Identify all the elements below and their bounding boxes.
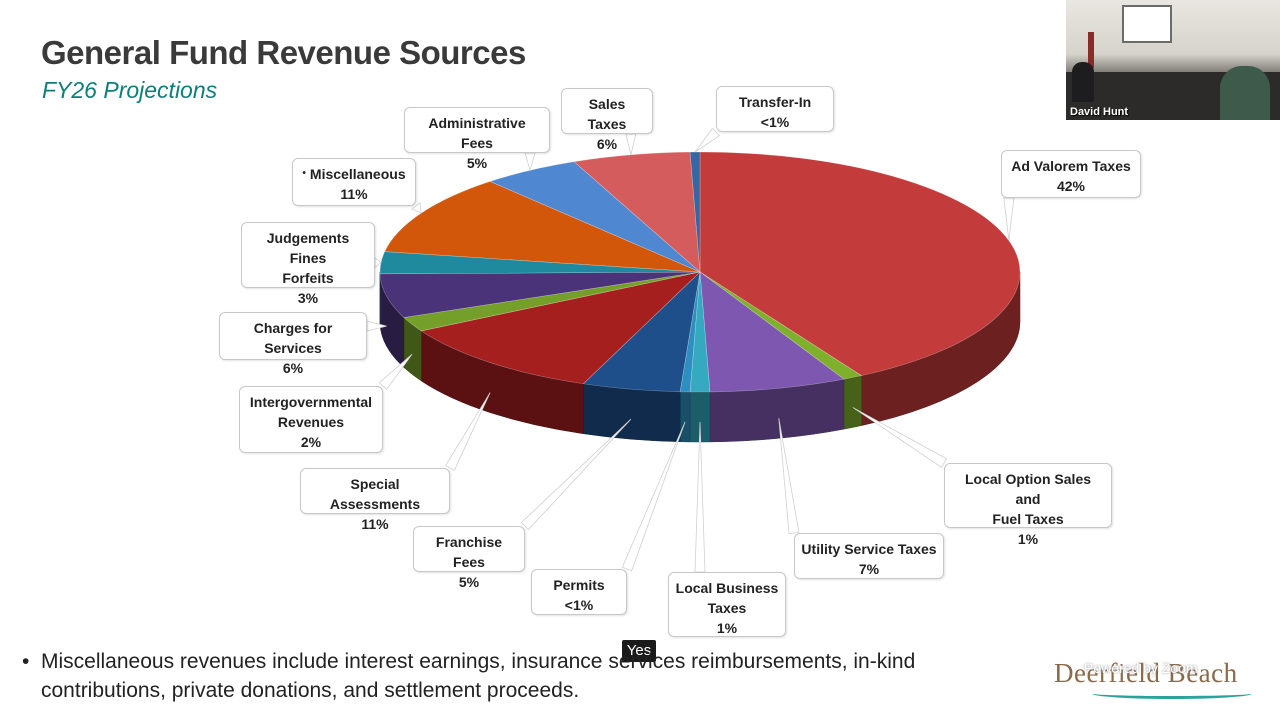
leader-administrative-fees <box>524 152 536 172</box>
callout-label: Special Assessments <box>329 476 421 512</box>
participant-video-tile[interactable]: David Hunt <box>1066 0 1280 120</box>
callout-percent: 5% <box>458 574 480 590</box>
person-foreground <box>1220 66 1270 120</box>
callout-charges-for-services: Charges for Services 6% <box>219 312 367 376</box>
pie-slice-franchise-fees <box>582 271 701 393</box>
callout-utility-service-taxes: Utility Service Taxes 7% <box>794 533 944 579</box>
footnote-text: Miscellaneous revenues include interest … <box>41 650 916 702</box>
callout-ad-valorem-taxes: Ad Valorem Taxes 42% <box>1001 150 1141 198</box>
callout-label: Judgements Fines <box>266 230 350 266</box>
footnote-bullet: • <box>22 650 30 673</box>
callout-percent: 1% <box>1017 531 1039 547</box>
person-seated <box>1072 62 1094 102</box>
leader-transfer-in <box>694 127 721 153</box>
callout-label: Fuel Taxes <box>992 511 1064 527</box>
callout-label: Taxes <box>707 600 747 616</box>
callout-label: Forfeits <box>282 270 334 286</box>
callout-judgements-fines-forfeits: Judgements Fines Forfeits 3% <box>241 222 375 306</box>
pie-slice-charges-for-services <box>379 271 701 318</box>
slide-subtitle: FY26 Projections <box>42 77 218 103</box>
callout-percent: 6% <box>282 360 304 376</box>
pie-slice-permits <box>679 271 701 393</box>
leader-local-business-taxes <box>694 421 706 573</box>
callout-label: Administrative Fees <box>428 115 526 151</box>
logo-wave <box>1092 688 1252 699</box>
callout-label: Local Option Sales and <box>964 471 1092 507</box>
slide-title: General Fund Revenue Sources <box>41 34 526 71</box>
callout-franchise-fees: Franchise Fees 5% <box>413 526 525 590</box>
leader-permits <box>621 421 686 572</box>
leader-utility-service-taxes <box>778 418 800 535</box>
callout-percent: 7% <box>858 561 880 577</box>
leader-franchise-fees <box>520 418 632 531</box>
callout-administrative-fees: Administrative Fees 5% <box>404 107 550 171</box>
callout-local-option-sales-and-fuel-taxes: Local Option Sales and Fuel Taxes 1% <box>944 463 1112 547</box>
leader-charges-for-services <box>366 320 387 332</box>
callout-label: Revenues <box>277 414 345 430</box>
leader-special-assessments <box>445 392 491 471</box>
yes-badge: Yes <box>622 640 656 662</box>
callout-label: Local Business <box>675 580 779 596</box>
logo-wordmark: Deerfield Beach <box>1054 658 1238 688</box>
pie-side-local-option-sales-and-fuel-taxes <box>843 375 862 430</box>
callout-percent: 1% <box>716 620 738 636</box>
callout-label: Intergovernmental <box>249 394 373 410</box>
callout-intergovernmental-revenues: Intergovernmental Revenues 2% <box>239 386 383 453</box>
callout-percent: 11% <box>361 516 389 532</box>
footnote: • Miscellaneous revenues include interes… <box>22 647 941 705</box>
callout-percent: 2% <box>300 434 322 450</box>
leader-ad-valorem-taxes <box>1003 197 1015 241</box>
callout-percent: <1% <box>760 114 790 130</box>
callout-label: • Miscellaneous <box>302 166 406 182</box>
callout-percent: 3% <box>297 290 319 306</box>
leader-sales-taxes <box>625 133 637 155</box>
callout-label: Utility Service Taxes <box>801 541 937 557</box>
callout-label: Ad Valorem Taxes <box>1011 158 1131 174</box>
revenue-pie-chart <box>366 127 1021 573</box>
callout-percent: 5% <box>466 155 488 171</box>
callout-special-assessments: Special Assessments 11% <box>300 468 450 532</box>
callout-label: Charges for Services <box>253 320 333 356</box>
flag <box>1088 32 1094 68</box>
leader-intergovernmental-revenues <box>378 354 413 390</box>
callout-label: Franchise Fees <box>435 534 503 570</box>
callout-transfer-in: Transfer-In <1% <box>716 86 834 132</box>
callout-label: Transfer-In <box>738 94 812 110</box>
callout-label: Permits <box>553 577 605 593</box>
powered-by-overlay: Powered by Zoom <box>1084 660 1198 676</box>
callout-percent: 42% <box>1056 178 1086 194</box>
callout-label: Sales Taxes <box>587 96 627 132</box>
callout-marker: • <box>302 168 306 179</box>
pie-slice-special-assessments <box>420 271 701 385</box>
callout-percent: 6% <box>596 136 618 152</box>
callout-miscellaneous: • Miscellaneous 11% <box>292 158 416 206</box>
deerfield-beach-logo: Deerfield Beach Powered by Zoom <box>1052 648 1268 706</box>
pie-slice-intergovernmental-revenues <box>403 271 701 332</box>
callout-local-business-taxes: Local Business Taxes 1% <box>668 572 786 637</box>
pie-slice-local-business-taxes <box>689 271 711 393</box>
pie-slice-utility-service-taxes <box>699 271 845 393</box>
pie-slice-local-option-sales-and-fuel-taxes <box>699 271 863 380</box>
callout-percent: 11% <box>340 186 368 202</box>
leader-judgements-fines-forfeits <box>374 256 382 269</box>
callout-sales-taxes: Sales Taxes 6% <box>561 88 653 152</box>
leader-local-option-sales-and-fuel-taxes <box>852 407 948 468</box>
callout-percent: <1% <box>564 597 594 613</box>
participant-name-label: David Hunt <box>1070 106 1129 118</box>
leader-miscellaneous <box>411 202 422 214</box>
pie-side-franchise-fees <box>583 383 681 443</box>
callout-permits: Permits <1% <box>531 569 627 615</box>
room-screen <box>1122 5 1172 43</box>
pie-side-permits <box>679 391 691 443</box>
